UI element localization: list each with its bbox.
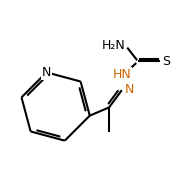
Text: N: N (125, 83, 134, 96)
Text: HN: HN (112, 68, 131, 81)
Text: N: N (42, 66, 51, 79)
Text: S: S (162, 55, 170, 68)
Text: H₂N: H₂N (102, 39, 125, 52)
